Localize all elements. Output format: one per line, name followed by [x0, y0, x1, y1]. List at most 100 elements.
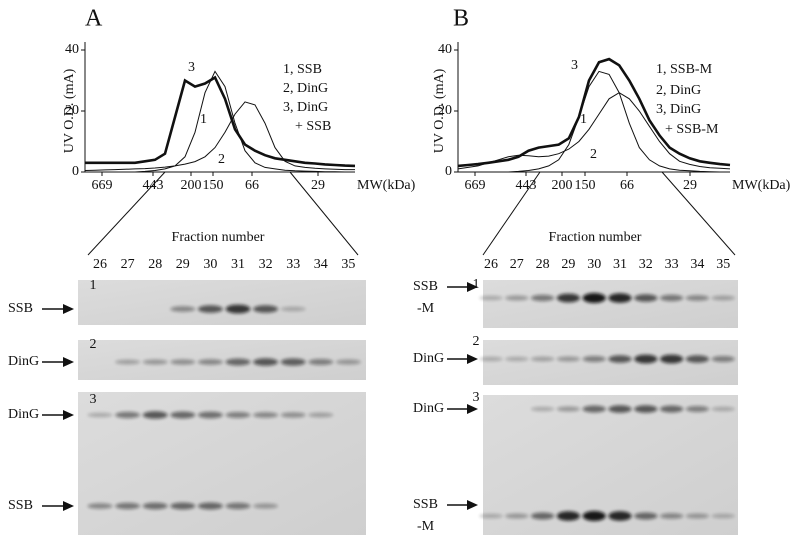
connector — [87, 171, 166, 256]
curve-label: 2 — [218, 152, 225, 167]
legend-entry: 2, DinG — [283, 81, 328, 96]
fraction-number: 34 — [690, 257, 704, 272]
gel-band — [505, 513, 529, 519]
curve-label: 1 — [200, 112, 207, 127]
gel-band — [505, 295, 529, 301]
gel-band — [608, 293, 632, 303]
elution-curve — [457, 92, 731, 170]
fraction-number: 31 — [613, 257, 627, 272]
gel — [78, 280, 366, 325]
fraction-number: 31 — [231, 257, 245, 272]
band-marker: DinG — [413, 401, 444, 416]
gel-band — [685, 355, 710, 363]
legend-entry: 3, DinG — [283, 100, 328, 115]
x-tick-label: 66 — [620, 178, 634, 193]
gel-band — [479, 295, 503, 301]
x-tick-label: 29 — [683, 178, 697, 193]
x-tick-label: 200 — [552, 178, 573, 193]
band-marker: DinG — [8, 354, 39, 369]
fraction-number: 27 — [121, 257, 135, 272]
gel-band — [556, 356, 581, 362]
gel-band — [115, 359, 141, 365]
fraction-number: 26 — [93, 257, 107, 272]
x-axis-unit: MW(kDa) — [732, 178, 791, 193]
gel-band — [608, 405, 632, 413]
gel-band — [582, 355, 606, 363]
gel-band — [659, 513, 684, 519]
gel-number: 1 — [90, 278, 97, 293]
gel-band — [197, 411, 223, 419]
gel — [483, 395, 738, 535]
fraction-number: 33 — [286, 257, 300, 272]
gel-band — [659, 354, 684, 364]
elution-curve — [85, 70, 355, 173]
elution-curve — [85, 75, 356, 168]
legend-entry: 1, SSB-M — [656, 62, 713, 77]
gel-band — [582, 405, 606, 413]
gel-band — [142, 359, 168, 365]
gel-band — [87, 503, 113, 509]
gel-band — [711, 406, 735, 412]
gel-number: 3 — [90, 392, 97, 407]
x-tick-label: 200 — [181, 178, 202, 193]
band-marker: DinG — [8, 407, 39, 422]
legend-entry: 3, DinG — [656, 102, 701, 117]
gel-band — [170, 306, 196, 312]
gel-band — [582, 511, 606, 521]
fraction-number: 29 — [561, 257, 575, 272]
gel-band — [608, 511, 632, 521]
gel-band — [170, 411, 196, 419]
y-tick-label: 0 — [72, 164, 79, 179]
band-marker: SSB — [413, 279, 438, 294]
x-tick-label: 150 — [203, 178, 224, 193]
gel-band — [170, 502, 196, 510]
gel-band — [659, 405, 684, 413]
gel-band — [308, 358, 334, 366]
gel-band — [87, 412, 113, 418]
x-axis-unit: MW(kDa) — [357, 178, 416, 193]
x-tick-label: 66 — [245, 178, 259, 193]
arrow-head — [467, 500, 478, 510]
band-marker: DinG — [413, 351, 444, 366]
gel — [483, 280, 738, 328]
gel-band — [556, 293, 581, 303]
fraction-number: 30 — [587, 257, 601, 272]
arrow-head — [467, 354, 478, 364]
curve-label: 1 — [580, 112, 587, 127]
gel-band — [280, 358, 306, 366]
gel-band — [225, 304, 251, 314]
arrow-head — [63, 410, 74, 420]
curve-label: 3 — [571, 58, 578, 73]
gel-band — [582, 293, 606, 303]
gel-band — [685, 405, 710, 413]
gel-band — [711, 295, 735, 301]
curve-label: 2 — [590, 147, 597, 162]
gel-band — [197, 305, 223, 313]
legend-entry: + SSB-M — [665, 122, 719, 137]
y-axis-label: UV O.D. (mA) — [432, 68, 447, 153]
gel-band — [280, 412, 306, 418]
elution-curve — [457, 57, 731, 168]
gel-band — [608, 355, 632, 363]
band-marker: SSB — [413, 497, 438, 512]
fraction-number: 26 — [484, 257, 498, 272]
gel-band — [634, 512, 658, 520]
gel-number: 2 — [90, 337, 97, 352]
fraction-title: Fraction number — [549, 230, 642, 245]
gel-band — [685, 295, 710, 301]
connector — [661, 171, 736, 256]
elution-curve — [458, 70, 730, 173]
gel-band — [280, 306, 306, 312]
fraction-number: 35 — [341, 257, 355, 272]
fraction-number: 32 — [639, 257, 653, 272]
gel-band — [115, 502, 141, 510]
gel-band — [530, 294, 555, 302]
legend-entry: + SSB — [295, 119, 331, 134]
y-tick-label: 40 — [65, 42, 79, 57]
gel-band — [556, 511, 581, 521]
arrow-head — [63, 357, 74, 367]
arrow-head — [467, 404, 478, 414]
gel-number: 3 — [473, 390, 480, 405]
fraction-number: 34 — [314, 257, 328, 272]
gel-band — [711, 513, 735, 519]
